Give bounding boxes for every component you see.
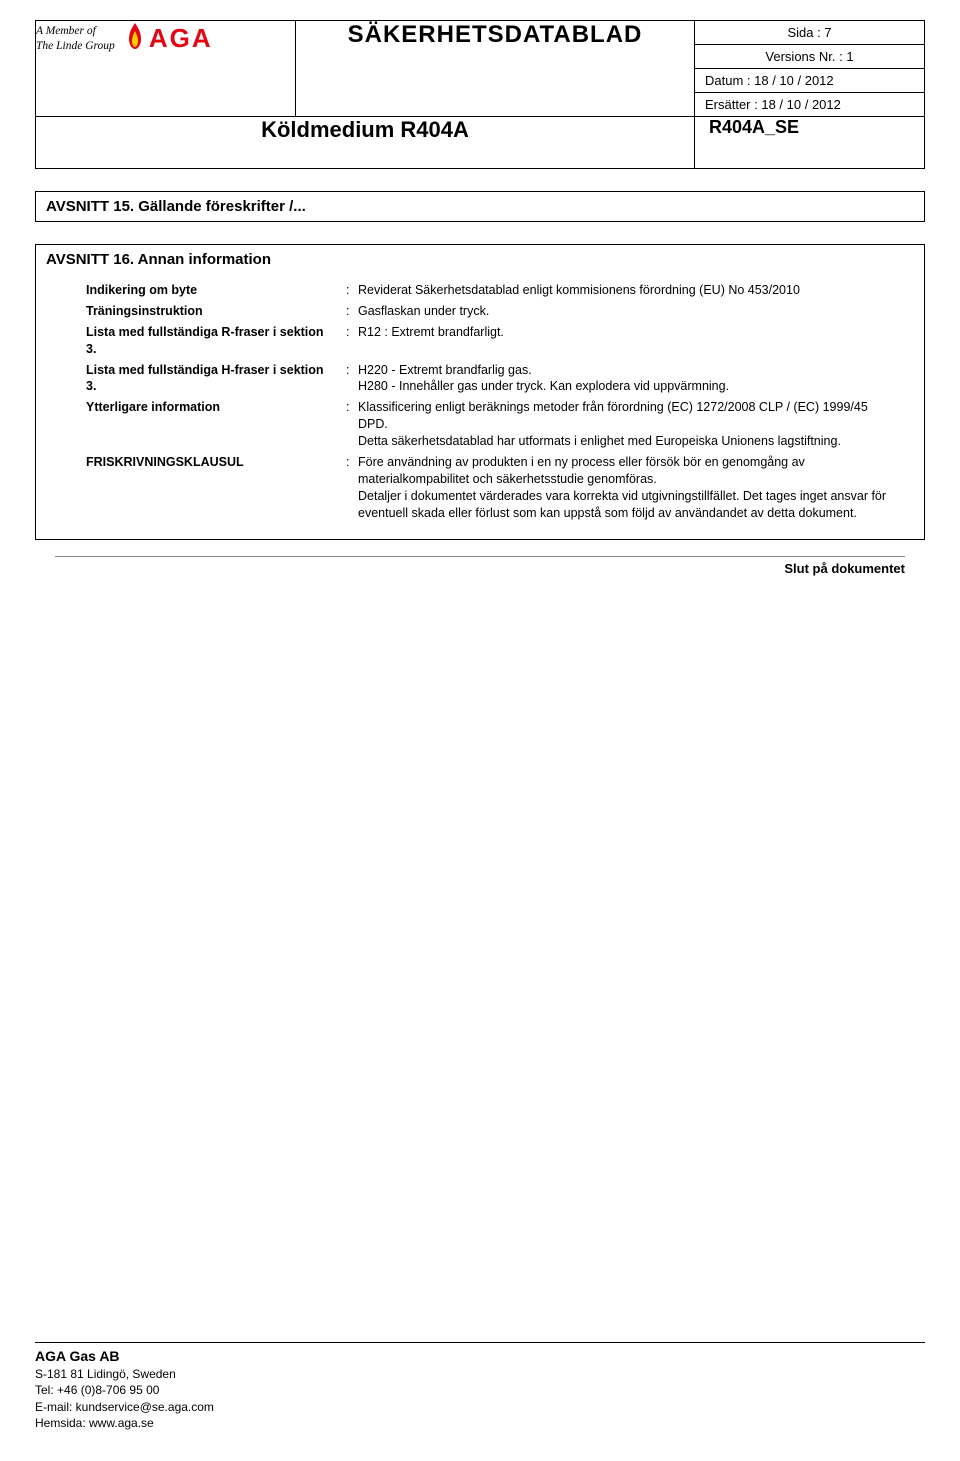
- footer-tel: Tel: +46 (0)8-706 95 00: [35, 1382, 925, 1398]
- section-16: AVSNITT 16. Annan information Indikering…: [35, 244, 925, 540]
- info-colon: :: [346, 362, 358, 396]
- product-code: R404A_SE: [695, 117, 925, 169]
- flame-icon: [125, 21, 145, 56]
- footer-company: AGA Gas AB: [35, 1347, 925, 1366]
- info-colon: :: [346, 324, 358, 358]
- product-name: Köldmedium R404A: [36, 117, 695, 169]
- doc-title: SÄKERHETSDATABLAD: [296, 21, 695, 117]
- info-value: R12 : Extremt brandfarligt.: [358, 324, 894, 358]
- info-value: Klassificering enligt beräknings metoder…: [358, 399, 894, 450]
- meta-stack: Sida : 7 Versions Nr. : 1 Datum : 18 / 1…: [695, 21, 925, 117]
- end-line-wrap: Slut på dokumentet: [35, 556, 925, 576]
- footer-address: S-181 81 Lidingö, Sweden: [35, 1366, 925, 1382]
- info-body: Indikering om byte:Reviderat Säkerhetsda…: [46, 282, 914, 521]
- header-table: A Member of The Linde Group AGA SÄKERHET…: [35, 20, 925, 169]
- member-of-text: A Member of The Linde Group: [36, 24, 115, 53]
- brand-text: AGA: [149, 23, 213, 54]
- info-row: Ytterligare information:Klassificering e…: [86, 399, 894, 450]
- member-line2: The Linde Group: [36, 40, 115, 52]
- info-colon: :: [346, 399, 358, 450]
- info-row: Indikering om byte:Reviderat Säkerhetsda…: [86, 282, 894, 299]
- info-colon: :: [346, 303, 358, 320]
- info-row: Träningsinstruktion:Gasflaskan under try…: [86, 303, 894, 320]
- info-label: Lista med fullständiga H-fraser i sektio…: [86, 362, 346, 396]
- meta-date: Datum : 18 / 10 / 2012: [695, 69, 924, 93]
- info-row: FRISKRIVNINGSKLAUSUL:Före användning av …: [86, 454, 894, 522]
- info-value: Före användning av produkten i en ny pro…: [358, 454, 894, 522]
- meta-page: Sida : 7: [695, 21, 924, 45]
- info-value: H220 - Extremt brandfarlig gas.H280 - In…: [358, 362, 894, 396]
- section-15-title: AVSNITT 15. Gällande föreskrifter /...: [46, 198, 914, 215]
- info-colon: :: [346, 282, 358, 299]
- info-colon: :: [346, 454, 358, 522]
- info-label: Ytterligare information: [86, 399, 346, 450]
- section-15: AVSNITT 15. Gällande föreskrifter /...: [35, 191, 925, 222]
- logo-cell: A Member of The Linde Group AGA: [36, 21, 296, 117]
- info-label: Indikering om byte: [86, 282, 346, 299]
- footer-website: Hemsida: www.aga.se: [35, 1415, 925, 1431]
- meta-replaces: Ersätter : 18 / 10 / 2012: [695, 93, 924, 116]
- info-value: Gasflaskan under tryck.: [358, 303, 894, 320]
- info-label: Lista med fullständiga R-fraser i sektio…: [86, 324, 346, 358]
- aga-logo: AGA: [125, 21, 213, 56]
- member-line1: A Member of: [36, 25, 96, 37]
- footer: AGA Gas AB S-181 81 Lidingö, Sweden Tel:…: [35, 1342, 925, 1431]
- info-row: Lista med fullständiga H-fraser i sektio…: [86, 362, 894, 396]
- section-16-title: AVSNITT 16. Annan information: [46, 251, 914, 268]
- end-of-document: Slut på dokumentet: [55, 556, 905, 576]
- footer-rule: [35, 1342, 925, 1343]
- footer-email: E-mail: kundservice@se.aga.com: [35, 1399, 925, 1415]
- info-label: Träningsinstruktion: [86, 303, 346, 320]
- info-value: Reviderat Säkerhetsdatablad enligt kommi…: [358, 282, 894, 299]
- info-row: Lista med fullständiga R-fraser i sektio…: [86, 324, 894, 358]
- info-label: FRISKRIVNINGSKLAUSUL: [86, 454, 346, 522]
- meta-version: Versions Nr. : 1: [695, 45, 924, 69]
